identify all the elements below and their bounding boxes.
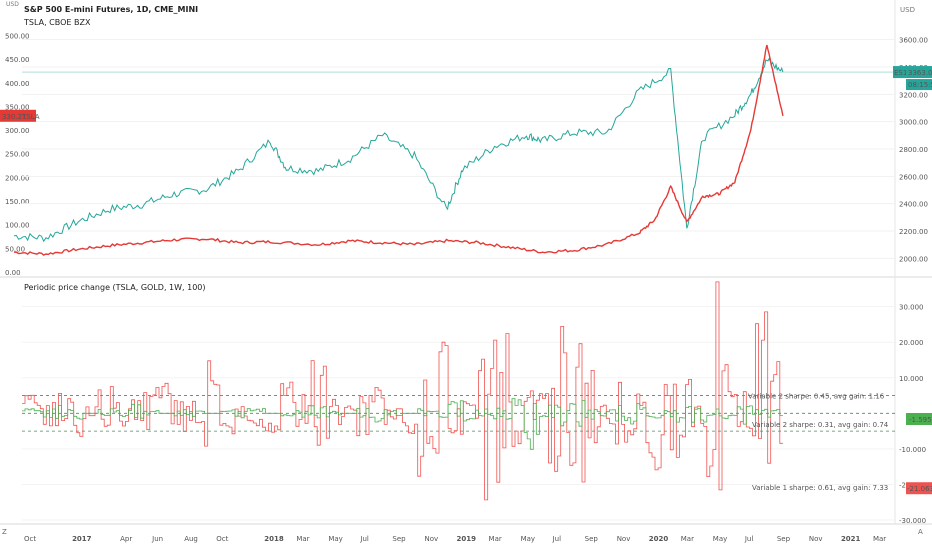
- red-value-badge: [906, 482, 932, 495]
- es-timer-badge: [906, 79, 932, 91]
- gold-change-line: [22, 398, 783, 450]
- time-axis-tick: May: [328, 535, 342, 543]
- time-axis-tick: Mar: [489, 535, 502, 543]
- overlay-title: TSLA, CBOE BZX: [24, 18, 91, 27]
- time-axis-tick: Sep: [777, 535, 791, 543]
- right-axis-unit: USD: [900, 6, 915, 14]
- left-axis-tick: 250.00: [5, 151, 30, 159]
- time-axis-tick: Jul: [744, 535, 754, 543]
- time-axis-tick: Mar: [296, 535, 309, 543]
- right-axis-tick: 2200.00: [899, 228, 928, 236]
- green-value-badge: [906, 413, 932, 426]
- time-axis-tick: 2017: [72, 535, 92, 543]
- tsla-change-line: [22, 281, 783, 501]
- es-price-line: [13, 57, 784, 243]
- tsla-symbol-badge-text: TSLA: [21, 113, 40, 121]
- green-annotation: Variable 2 sharpe: 0.45, avg gain: 1.16: [748, 393, 885, 401]
- time-axis-tick: Apr: [120, 535, 132, 543]
- time-axis-tick: Sep: [585, 535, 599, 543]
- time-axis-tick: May: [521, 535, 535, 543]
- es-timer-badge-text: 08:15:56: [908, 81, 932, 89]
- time-axis-tick: Sep: [392, 535, 406, 543]
- time-axis-tick: Nov: [809, 535, 823, 543]
- green-value-badge-text: -1.595: [909, 416, 932, 424]
- right-axis-tick: 3600.00: [899, 37, 928, 45]
- tsla-price-badge: [0, 109, 36, 122]
- tsla-price-badge-text: 330.21: [2, 113, 27, 121]
- time-axis-tick: Oct: [24, 535, 36, 543]
- indicator-axis-tick: 20.000: [899, 339, 924, 347]
- right-axis-tick: 2600.00: [899, 173, 928, 181]
- right-axis-tick: 2800.00: [899, 146, 928, 154]
- time-axis-tick: Nov: [424, 535, 438, 543]
- time-axis-tick: Mar: [873, 535, 886, 543]
- time-axis-tick: Jul: [359, 535, 369, 543]
- time-axis-tick: Mar: [681, 535, 694, 543]
- left-axis-tick: 350.00: [5, 103, 30, 111]
- time-axis-tick: Aug: [184, 535, 198, 543]
- left-axis-tick: 200.00: [5, 174, 30, 182]
- time-axis-tick: 2021: [841, 535, 861, 543]
- time-axis-tick: 2019: [457, 535, 477, 543]
- es-price-badge: [906, 66, 932, 79]
- es-price-badge-text: 3363.00: [908, 69, 932, 77]
- right-axis-tick: 3200.00: [899, 91, 928, 99]
- red-value-badge-text: -21.063: [907, 485, 932, 493]
- time-axis-tick: Jun: [151, 535, 163, 543]
- left-axis-tick: 50.00: [5, 245, 25, 253]
- indicator-axis-tick: 30.000: [899, 304, 924, 312]
- time-axis-tick: May: [713, 535, 727, 543]
- left-axis-tick: 150.00: [5, 198, 30, 206]
- es-symbol-badge: [893, 66, 906, 79]
- timezone-label[interactable]: Z: [2, 528, 7, 536]
- indicator-axis-tick: 10.000: [899, 375, 924, 383]
- time-axis-tick: Jul: [552, 535, 562, 543]
- left-axis-unit: USD: [6, 1, 19, 8]
- left-axis-tick: 400.00: [5, 80, 30, 88]
- left-axis-tick: 100.00: [5, 222, 30, 230]
- red-annotation: Variable 1 sharpe: 0.61, avg gain: 7.33: [752, 484, 888, 492]
- time-axis-tick: 2018: [264, 535, 284, 543]
- right-axis-tick: 3000.00: [899, 119, 928, 127]
- time-axis-tick: 2020: [649, 535, 669, 543]
- right-axis-tick: 2400.00: [899, 201, 928, 209]
- left-axis-tick: 0.00: [5, 269, 21, 277]
- chart-title: S&P 500 E-mini Futures, 1D, CME_MINI: [24, 5, 199, 14]
- right-axis-tick: 2000.00: [899, 255, 928, 263]
- left-axis-tick: 450.00: [5, 56, 30, 64]
- es-symbol-badge-text: ES1!: [894, 69, 910, 77]
- left-axis-tick: 300.00: [5, 127, 30, 135]
- time-axis-tick: Nov: [617, 535, 631, 543]
- auto-scale-icon[interactable]: A: [918, 528, 923, 536]
- left-axis-tick: 500.00: [5, 32, 30, 40]
- tsla-price-line: [13, 44, 784, 256]
- indicator-axis-tick: -30.000: [899, 517, 926, 525]
- indicator-title: Periodic price change (TSLA, GOLD, 1W, 1…: [24, 283, 206, 292]
- time-axis-tick: Oct: [216, 535, 228, 543]
- blue-annotation: Variable 2 sharpe: 0.31, avg gain: 0.74: [752, 421, 889, 429]
- indicator-axis-tick: -10.000: [899, 446, 926, 454]
